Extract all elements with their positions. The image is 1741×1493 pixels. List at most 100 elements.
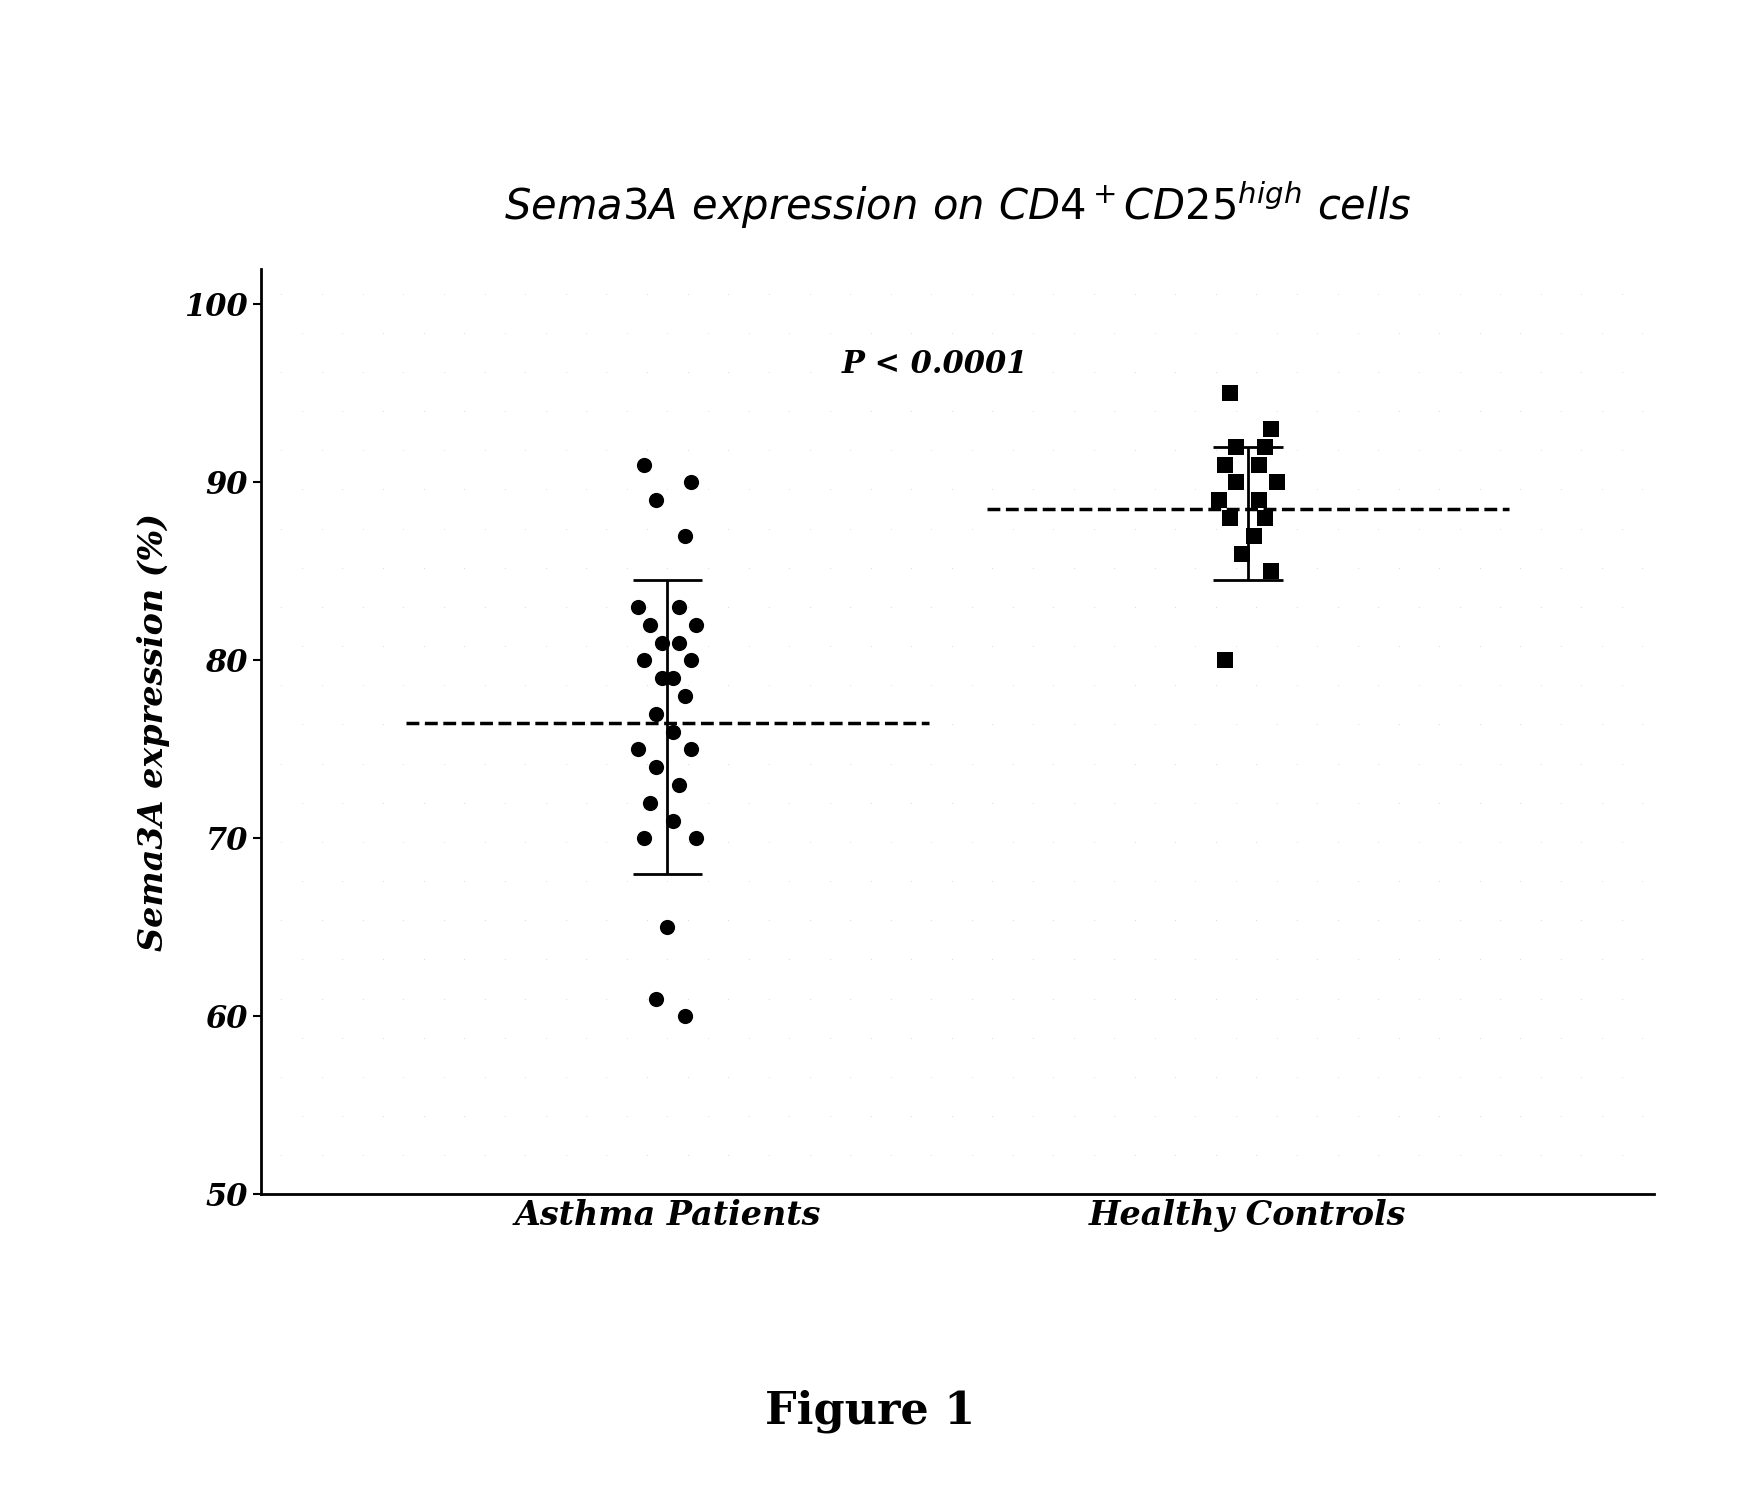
Point: [409, 478, 437, 502]
Point: [1323, 1144, 1351, 1168]
Point: [653, 1026, 681, 1050]
Point: [531, 1105, 559, 1129]
Point: [348, 908, 376, 932]
Point: [1182, 321, 1210, 345]
Point: [1649, 282, 1677, 306]
Point: [1161, 830, 1189, 854]
Point: [1240, 524, 1267, 548]
Point: [836, 439, 864, 463]
Point: [1079, 596, 1107, 620]
Point: [1588, 399, 1616, 423]
Point: [1487, 1144, 1515, 1168]
Point: [1445, 1144, 1473, 1168]
Point: [1466, 869, 1494, 893]
Point: [613, 242, 641, 266]
Point: [1487, 908, 1515, 932]
Point: [857, 869, 884, 893]
Point: [329, 1026, 357, 1050]
Point: [573, 869, 601, 893]
Point: [1506, 712, 1534, 736]
Point: [451, 321, 479, 345]
Point: [369, 242, 397, 266]
Point: [665, 630, 693, 654]
Point: [1588, 1105, 1616, 1129]
Point: [653, 948, 681, 972]
Point: [1262, 321, 1290, 345]
Point: [1140, 948, 1168, 972]
Point: [1140, 555, 1168, 579]
Point: [451, 635, 479, 658]
Point: [938, 948, 966, 972]
Point: [1201, 360, 1229, 384]
Point: [1182, 869, 1210, 893]
Point: [329, 242, 357, 266]
Point: [1344, 1182, 1372, 1206]
Point: [1405, 360, 1433, 384]
Point: [938, 791, 966, 815]
Point: [1365, 908, 1393, 932]
Point: [1609, 439, 1637, 463]
Point: [1304, 478, 1332, 502]
Point: [552, 751, 580, 775]
Point: [999, 751, 1027, 775]
Point: [756, 282, 783, 306]
Point: [1245, 488, 1273, 512]
Point: [430, 282, 458, 306]
Point: [642, 755, 670, 779]
Point: [1649, 1065, 1677, 1088]
Point: [1628, 399, 1656, 423]
Point: [918, 1144, 945, 1168]
Point: [1567, 360, 1595, 384]
Point: [653, 242, 681, 266]
Point: [1079, 439, 1107, 463]
Point: [918, 908, 945, 932]
Point: [877, 282, 905, 306]
Point: [999, 908, 1027, 932]
Point: [857, 555, 884, 579]
Point: [287, 712, 315, 736]
Point: [1100, 399, 1128, 423]
Point: [308, 517, 336, 540]
Point: [369, 321, 397, 345]
Point: [1445, 517, 1473, 540]
Point: [756, 673, 783, 697]
Point: [1262, 635, 1290, 658]
Point: [531, 321, 559, 345]
Point: [592, 360, 620, 384]
Point: [1344, 555, 1372, 579]
Point: [1588, 712, 1616, 736]
Point: [1628, 869, 1656, 893]
Point: [674, 282, 702, 306]
Point: [1567, 830, 1595, 854]
Point: [1445, 908, 1473, 932]
Point: [451, 1105, 479, 1129]
Point: [857, 242, 884, 266]
Point: [857, 1026, 884, 1050]
Point: [348, 830, 376, 854]
Point: [1079, 360, 1107, 384]
Point: [1405, 439, 1433, 463]
Point: [1567, 1065, 1595, 1088]
Point: [1243, 908, 1271, 932]
Point: [1222, 242, 1250, 266]
Point: [938, 478, 966, 502]
Point: [369, 635, 397, 658]
Point: [592, 908, 620, 932]
Point: [1466, 399, 1494, 423]
Point: [1243, 517, 1271, 540]
Point: [348, 751, 376, 775]
Point: [1039, 360, 1067, 384]
Point: [897, 1026, 924, 1050]
Point: [1079, 987, 1107, 1011]
Point: [512, 360, 540, 384]
Point: [430, 830, 458, 854]
Point: [308, 751, 336, 775]
Point: [329, 712, 357, 736]
Point: [1344, 869, 1372, 893]
Point: [1487, 596, 1515, 620]
Point: [958, 282, 985, 306]
Point: [1649, 908, 1677, 932]
Point: [531, 712, 559, 736]
Point: [735, 399, 763, 423]
Point: [1018, 869, 1046, 893]
